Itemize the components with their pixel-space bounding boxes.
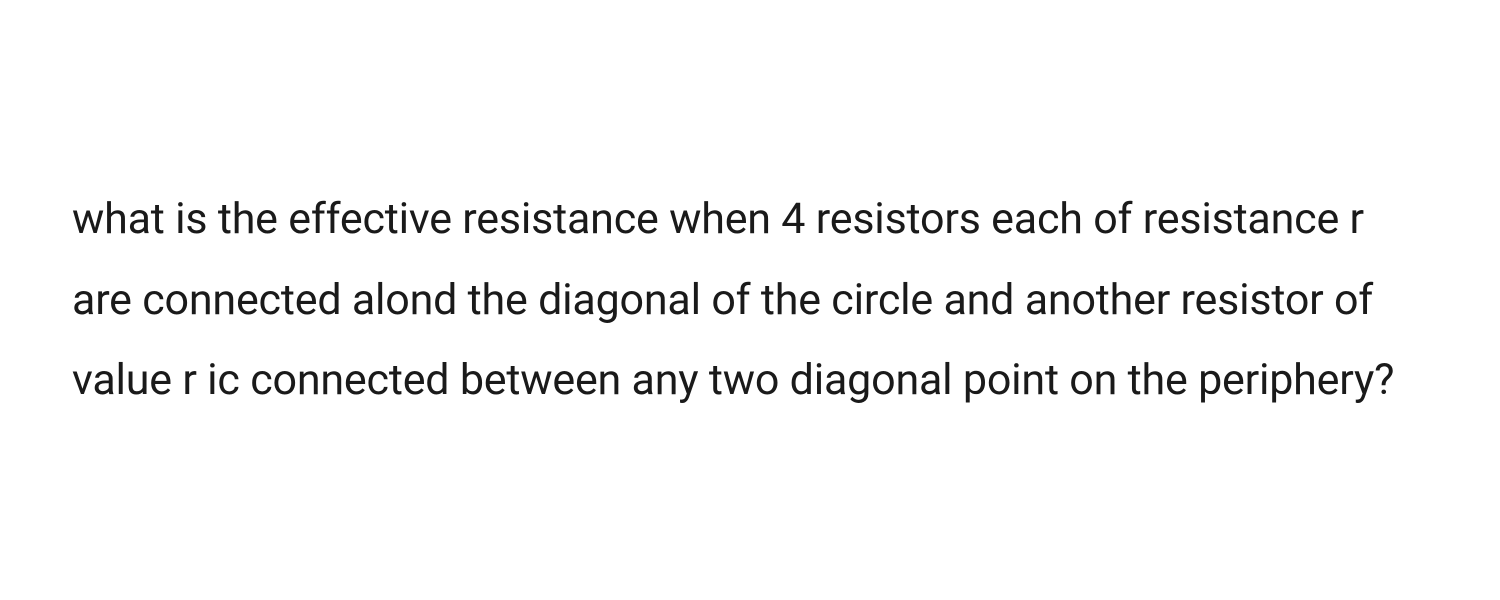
question-text: what is the effective resistance when 4 … xyxy=(72,179,1428,421)
